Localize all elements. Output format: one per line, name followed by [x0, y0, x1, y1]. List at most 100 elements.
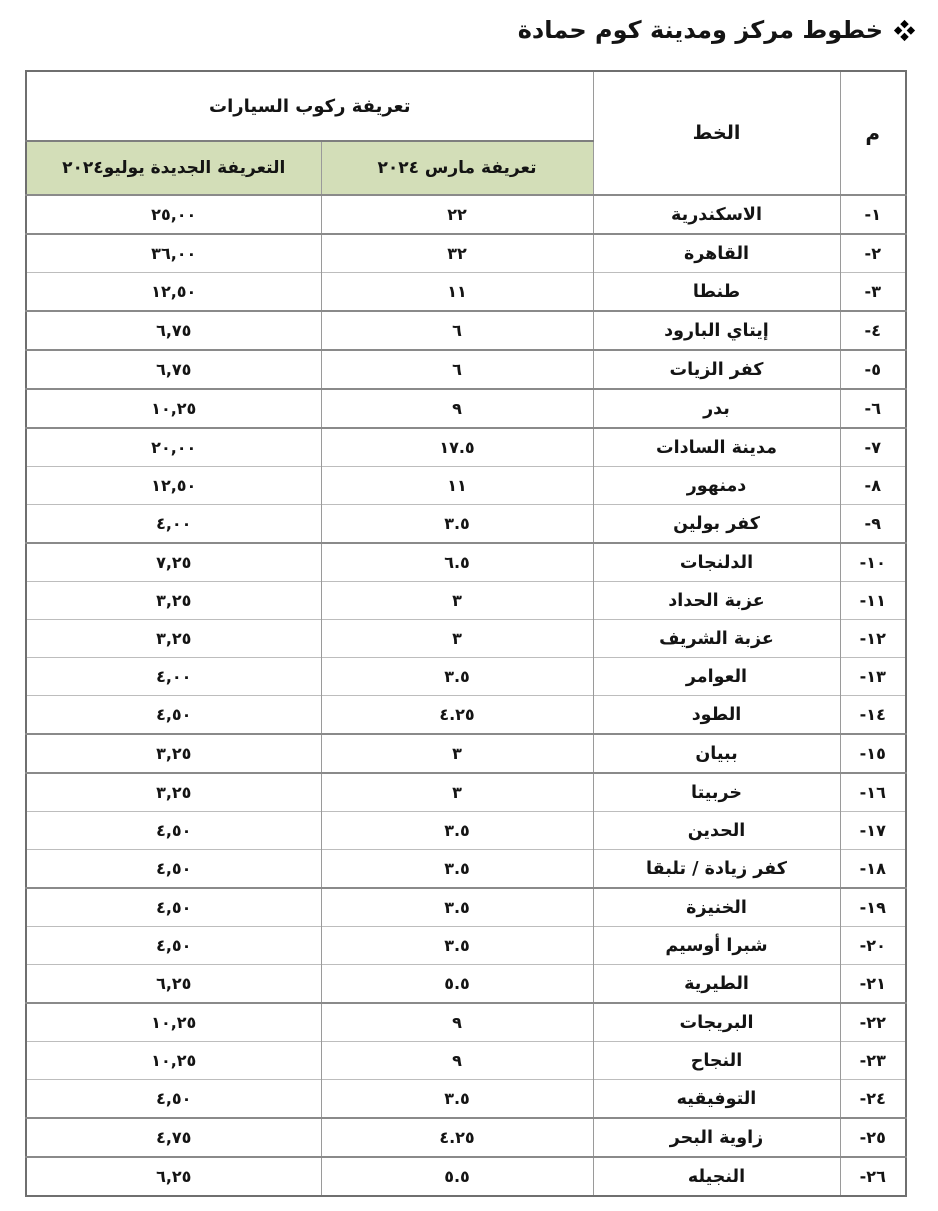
column-header-line: الخط — [592, 71, 841, 195]
cell-new-fare: ٦,٢٥ — [25, 1156, 322, 1196]
table-row: ١٨- كفر زيادة / تلبقا ٣.٥ ٤,٥٠ — [25, 849, 907, 888]
table-row: ٤- إيتاي البارود ٦ ٦,٧٥ — [25, 310, 907, 350]
cell-line-name: عزبة الشريف — [592, 619, 841, 658]
cell-line-number: ٤- — [839, 310, 907, 350]
cell-march-fare: ٥.٥ — [320, 964, 594, 1003]
cell-line-name: زاوية البحر — [592, 1117, 841, 1157]
cell-new-fare: ٤,٥٠ — [25, 695, 322, 734]
cell-line-name: الدلنجات — [592, 542, 841, 582]
cell-march-fare: ٣.٥ — [320, 887, 594, 927]
cell-new-fare: ٣,٢٥ — [25, 619, 322, 658]
table-row: ٢- القاهرة ٣٢ ٣٦,٠٠ — [25, 233, 907, 273]
cell-new-fare: ٤,٥٠ — [25, 1079, 322, 1118]
cell-new-fare: ١٠,٢٥ — [25, 1041, 322, 1080]
cell-new-fare: ٦,٧٥ — [25, 349, 322, 389]
cell-line-name: الحدين — [592, 811, 841, 850]
cell-new-fare: ٢٠,٠٠ — [25, 427, 322, 467]
cell-march-fare: ٥.٥ — [320, 1156, 594, 1196]
cell-march-fare: ٤.٢٥ — [320, 695, 594, 734]
table-row: ٣- طنطا ١١ ١٢,٥٠ — [25, 272, 907, 311]
table-row: ٢٤- التوفيقيه ٣.٥ ٤,٥٠ — [25, 1079, 907, 1118]
cell-new-fare: ٦,٧٥ — [25, 310, 322, 350]
table-row: ٢٠- شبرا أوسيم ٣.٥ ٤,٥٠ — [25, 926, 907, 965]
table-row: ١٥- ببيان ٣ ٣,٢٥ — [25, 733, 907, 773]
cell-march-fare: ٩ — [320, 1041, 594, 1080]
cell-march-fare: ٦ — [320, 310, 594, 350]
cell-march-fare: ٣.٥ — [320, 811, 594, 850]
fare-table: م الخط تعريفة ركوب السيارات تعريفة مارس … — [25, 70, 907, 1197]
cell-line-number: ١٢- — [839, 619, 907, 658]
table-row: ٢٦- النجيله ٥.٥ ٦,٢٥ — [25, 1156, 907, 1196]
page-title: خطوط مركز ومدينة كوم حمادة — [517, 16, 916, 44]
cell-line-number: ١٠- — [839, 542, 907, 582]
diamond-bullet-icon — [893, 19, 916, 41]
cell-new-fare: ٧,٢٥ — [25, 542, 322, 582]
table-row: ١٦- خربيتا ٣ ٣,٢٥ — [25, 772, 907, 812]
cell-new-fare: ١٠,٢٥ — [25, 388, 322, 428]
cell-new-fare: ١٢,٥٠ — [25, 272, 322, 311]
cell-line-name: شبرا أوسيم — [592, 926, 841, 965]
cell-line-name: ببيان — [592, 733, 841, 773]
cell-line-name: مدينة السادات — [592, 427, 841, 467]
cell-line-name: كفر بولين — [592, 504, 841, 543]
cell-line-name: كفر زيادة / تلبقا — [592, 849, 841, 888]
cell-line-number: ٢٥- — [839, 1117, 907, 1157]
table-row: ١٤- الطود ٤.٢٥ ٤,٥٠ — [25, 695, 907, 734]
cell-march-fare: ٣٢ — [320, 233, 594, 273]
cell-new-fare: ٤,٥٠ — [25, 926, 322, 965]
table-row: ١٣- العوامر ٣.٥ ٤,٠٠ — [25, 657, 907, 696]
cell-march-fare: ١٧.٥ — [320, 427, 594, 467]
cell-line-number: ١٤- — [839, 695, 907, 734]
cell-march-fare: ١١ — [320, 466, 594, 505]
cell-march-fare: ٣ — [320, 581, 594, 620]
table-row: ٢١- الطيرية ٥.٥ ٦,٢٥ — [25, 964, 907, 1003]
cell-march-fare: ٩ — [320, 1002, 594, 1042]
table-row: ١- الاسكندرية ٢٢ ٢٥,٠٠ — [25, 194, 907, 234]
cell-line-name: عزبة الحداد — [592, 581, 841, 620]
cell-new-fare: ٦,٢٥ — [25, 964, 322, 1003]
cell-new-fare: ٣٦,٠٠ — [25, 233, 322, 273]
cell-line-number: ١٧- — [839, 811, 907, 850]
cell-line-name: القاهرة — [592, 233, 841, 273]
cell-new-fare: ٤,٥٠ — [25, 811, 322, 850]
cell-line-number: ١٨- — [839, 849, 907, 888]
table-row: ١٢- عزبة الشريف ٣ ٣,٢٥ — [25, 619, 907, 658]
cell-line-number: ٢١- — [839, 964, 907, 1003]
cell-march-fare: ٦.٥ — [320, 542, 594, 582]
cell-new-fare: ٣,٢٥ — [25, 772, 322, 812]
cell-line-number: ٥- — [839, 349, 907, 389]
cell-line-number: ٢٤- — [839, 1079, 907, 1118]
cell-line-number: ٢- — [839, 233, 907, 273]
cell-line-number: ١٦- — [839, 772, 907, 812]
cell-march-fare: ٦ — [320, 349, 594, 389]
cell-line-name: خربيتا — [592, 772, 841, 812]
column-header-new-july-fare: التعريفة الجديدة يوليو٢٠٢٤ — [25, 140, 322, 195]
cell-march-fare: ٣.٥ — [320, 657, 594, 696]
table-row: ١٧- الحدين ٣.٥ ٤,٥٠ — [25, 811, 907, 850]
cell-line-number: ٢٠- — [839, 926, 907, 965]
cell-new-fare: ٤,٧٥ — [25, 1117, 322, 1157]
cell-march-fare: ٣ — [320, 733, 594, 773]
table-row: ٢٣- النجاح ٩ ١٠,٢٥ — [25, 1041, 907, 1080]
header-row-sub: تعريفة مارس ٢٠٢٤ التعريفة الجديدة يوليو٢… — [25, 140, 906, 195]
cell-new-fare: ٤,٠٠ — [25, 504, 322, 543]
cell-march-fare: ٣ — [320, 619, 594, 658]
cell-new-fare: ٤,٥٠ — [25, 849, 322, 888]
cell-line-name: إيتاي البارود — [592, 310, 841, 350]
cell-new-fare: ٤,٠٠ — [25, 657, 322, 696]
cell-line-name: الطود — [592, 695, 841, 734]
cell-new-fare: ٢٥,٠٠ — [25, 194, 322, 234]
cell-march-fare: ٣ — [320, 772, 594, 812]
table-row: ٢٢- البريجات ٩ ١٠,٢٥ — [25, 1002, 907, 1042]
cell-line-name: الخنيزة — [592, 887, 841, 927]
cell-line-number: ١٥- — [839, 733, 907, 773]
cell-march-fare: ٣.٥ — [320, 849, 594, 888]
page-title-text: خطوط مركز ومدينة كوم حمادة — [517, 16, 883, 44]
cell-line-name: طنطا — [592, 272, 841, 311]
table-row: ٥- كفر الزيات ٦ ٦,٧٥ — [25, 349, 907, 389]
table-row: ٩- كفر بولين ٣.٥ ٤,٠٠ — [25, 504, 907, 543]
cell-new-fare: ١٢,٥٠ — [25, 466, 322, 505]
cell-line-name: العوامر — [592, 657, 841, 696]
header-row-top: م الخط تعريفة ركوب السيارات — [25, 71, 907, 195]
